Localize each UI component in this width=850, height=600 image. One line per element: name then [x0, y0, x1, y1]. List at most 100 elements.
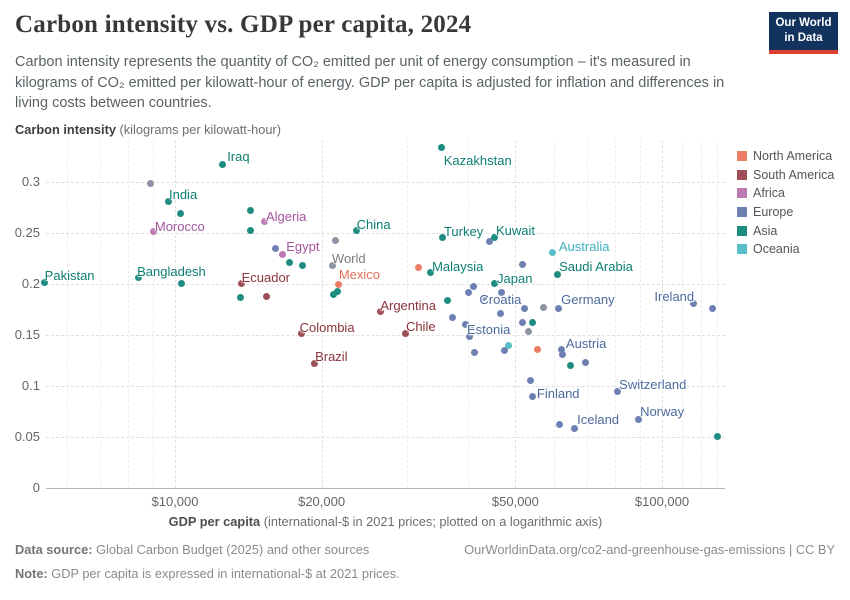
data-point-finland[interactable] [527, 377, 535, 385]
data-point[interactable] [286, 259, 294, 267]
data-point-australia[interactable] [549, 248, 557, 256]
data-point-chile[interactable] [402, 330, 410, 338]
data-point[interactable] [521, 304, 529, 312]
data-point[interactable] [581, 358, 589, 366]
data-point[interactable] [177, 280, 185, 288]
data-point[interactable] [146, 179, 154, 187]
country-label-ireland: Ireland [654, 289, 695, 305]
data-point[interactable] [709, 304, 717, 312]
data-point-ecuador[interactable] [238, 280, 246, 288]
data-point-iceland[interactable] [570, 424, 578, 432]
data-point[interactable] [504, 342, 512, 350]
data-point-egypt[interactable] [278, 250, 286, 258]
y-gridline [46, 283, 725, 285]
legend-label-south_america: South America [753, 167, 835, 182]
data-point[interactable] [559, 350, 567, 358]
data-point[interactable] [525, 328, 533, 336]
data-point[interactable] [519, 261, 527, 269]
country-label-turkey: Turkey [443, 224, 484, 240]
data-point-kuwait[interactable] [491, 233, 499, 241]
data-point[interactable] [262, 292, 270, 300]
country-label-india: India [168, 187, 198, 203]
data-point[interactable] [518, 319, 526, 327]
data-point-saudi-arabia[interactable] [553, 271, 561, 279]
legend-label-north_america: North America [753, 149, 833, 164]
data-point-pakistan[interactable] [41, 279, 49, 287]
footer-link[interactable]: OurWorldinData.org/co2-and-greenhouse-ga… [464, 542, 835, 557]
data-point[interactable] [466, 333, 474, 341]
data-point[interactable] [713, 433, 721, 441]
legend-swatch-europe [737, 207, 747, 218]
data-point[interactable] [529, 393, 537, 401]
data-point[interactable] [534, 345, 542, 353]
x-minor-gridline [614, 140, 616, 488]
data-point-japan[interactable] [490, 280, 498, 288]
country-label-saudi-arabia: Saudi Arabia [559, 258, 633, 274]
data-point-norway[interactable] [634, 415, 642, 423]
data-point-ireland[interactable] [689, 299, 697, 307]
data-point-switzerland[interactable] [613, 388, 621, 396]
data-point[interactable] [464, 288, 472, 296]
data-point[interactable] [247, 227, 255, 235]
country-label-australia: Australia [558, 239, 610, 255]
data-point[interactable] [556, 420, 564, 428]
data-point[interactable] [448, 313, 456, 321]
legend-item-oceania[interactable]: Oceania [737, 240, 834, 259]
data-point[interactable] [486, 237, 494, 245]
data-point-turkey[interactable] [439, 233, 447, 241]
data-point[interactable] [247, 207, 255, 215]
legend-swatch-north_america [737, 151, 747, 162]
data-point-world[interactable] [329, 262, 337, 270]
legend-item-europe[interactable]: Europe [737, 203, 834, 222]
data-point-croatia[interactable] [469, 283, 477, 291]
data-point[interactable] [496, 309, 504, 317]
page-title: Carbon intensity vs. GDP per capita, 202… [15, 11, 472, 38]
data-point-india[interactable] [165, 197, 173, 205]
data-point-bangladesh[interactable] [134, 274, 142, 282]
data-point[interactable] [540, 303, 548, 311]
data-point-brazil[interactable] [310, 359, 318, 367]
legend-item-south_america[interactable]: South America [737, 166, 834, 185]
data-point[interactable] [528, 319, 536, 327]
data-point[interactable] [414, 264, 422, 272]
footer-source-label: Data source: [15, 542, 93, 557]
data-point[interactable] [330, 290, 338, 298]
data-point-iraq[interactable] [218, 161, 226, 169]
data-point[interactable] [236, 293, 244, 301]
data-point-malaysia[interactable] [426, 269, 434, 277]
x-minor-gridline [152, 140, 154, 488]
y-tick-label: 0.3 [21, 174, 40, 190]
data-point[interactable] [500, 346, 508, 354]
x-minor-gridline [99, 140, 101, 488]
data-point[interactable] [567, 361, 575, 369]
data-point-estonia[interactable] [461, 321, 469, 329]
data-point[interactable] [467, 324, 475, 332]
legend-item-asia[interactable]: Asia [737, 221, 834, 240]
data-point-morocco[interactable] [150, 228, 158, 236]
data-point[interactable] [480, 293, 488, 301]
data-point-china[interactable] [353, 227, 361, 235]
data-point-germany[interactable] [554, 304, 562, 312]
legend-label-europe: Europe [753, 205, 794, 220]
data-point[interactable] [332, 236, 340, 244]
x-minor-gridline [700, 140, 702, 488]
data-point-algeria[interactable] [261, 218, 269, 226]
legend-item-africa[interactable]: Africa [737, 184, 834, 203]
owid-logo[interactable]: Our World in Data [769, 12, 838, 54]
data-point[interactable] [272, 244, 280, 252]
data-point[interactable] [299, 262, 307, 270]
y-axis-title-rest: (kilograms per kilowatt-hour) [115, 122, 281, 137]
data-point[interactable] [498, 288, 506, 296]
data-point-argentina[interactable] [376, 307, 384, 315]
data-point-kazakhstan[interactable] [438, 143, 446, 151]
data-point[interactable] [443, 296, 451, 304]
legend-item-north_america[interactable]: North America [737, 147, 834, 166]
data-point[interactable] [334, 287, 342, 295]
data-point-austria[interactable] [558, 345, 566, 353]
data-point[interactable] [176, 210, 184, 218]
data-point[interactable] [471, 348, 479, 356]
data-point-colombia[interactable] [298, 330, 306, 338]
country-label-colombia: Colombia [299, 319, 355, 335]
data-point-mexico[interactable] [335, 281, 343, 289]
